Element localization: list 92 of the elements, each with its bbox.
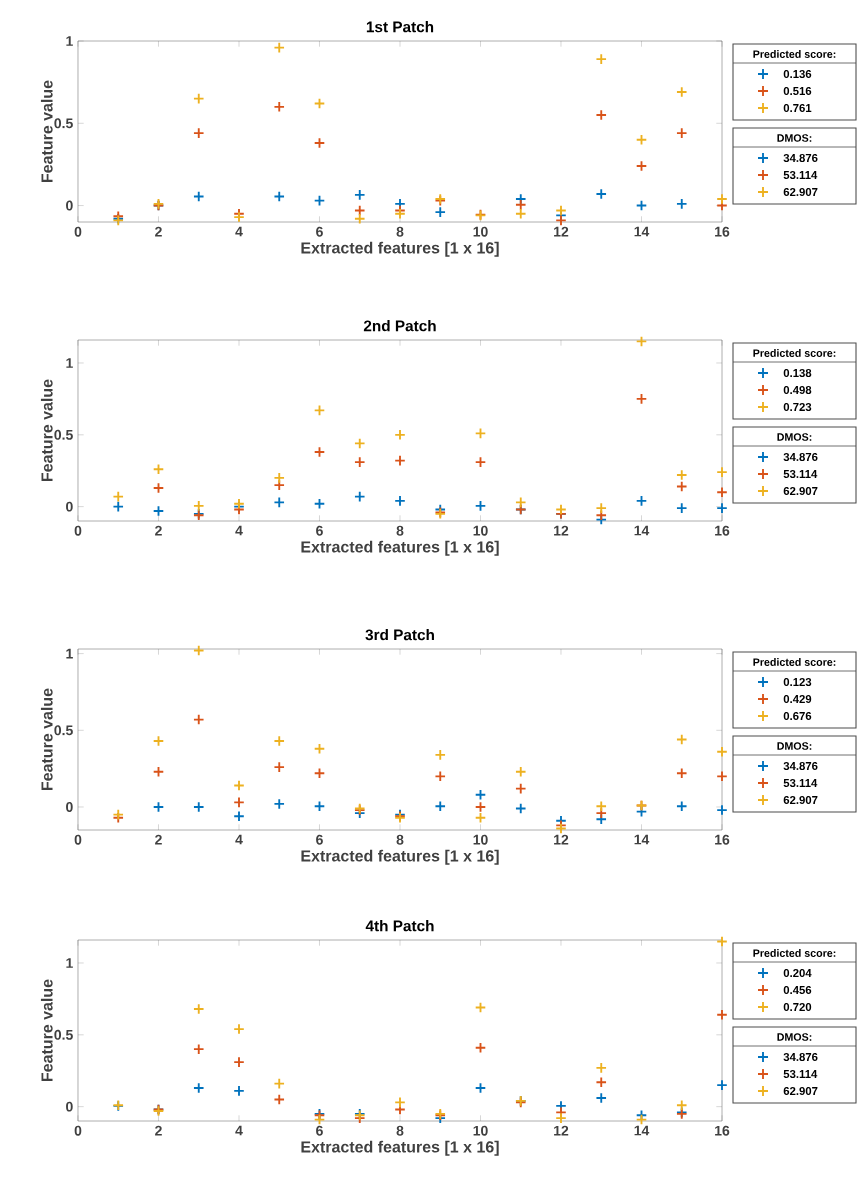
text: 34.876 [783, 1053, 818, 1062]
legend-label: 0.456 [783, 986, 812, 995]
x-tick-label: 4 [235, 1125, 243, 1136]
text: DMOS: [777, 134, 812, 142]
legend-label: 0.204 [783, 969, 812, 978]
chart-title: 2nd Patch [363, 320, 436, 332]
x-tick-label: 2 [155, 1125, 162, 1136]
y-tick-label: 0.5 [54, 118, 73, 129]
x-tick-label: 8 [396, 1125, 404, 1136]
y-axis-title: Feature value [40, 688, 53, 791]
x-tick-label: 4 [235, 226, 243, 237]
legend-title: Predicted score: [753, 50, 836, 58]
x-tick-label: 10 [473, 834, 488, 845]
y-axis-title: Feature value [40, 379, 53, 482]
y-axis-title: Feature value [40, 80, 53, 183]
x-tick-label: 10 [473, 1125, 488, 1136]
legend-label: 0.761 [783, 104, 812, 113]
y-tick-label: 1 [66, 358, 73, 368]
y-tick-label: 1 [66, 958, 73, 968]
text: 34.876 [783, 762, 818, 771]
text: 53.114 [783, 170, 818, 180]
text: 53.114 [783, 1070, 818, 1079]
x-tick-label: 0 [74, 834, 82, 845]
y-axis-title: Feature value [40, 979, 53, 1082]
x-tick-label: 14 [634, 226, 650, 237]
y-tick-label: 0 [66, 802, 73, 812]
x-tick-label: 14 [634, 1125, 650, 1136]
x-tick-label: 10 [473, 226, 488, 237]
legend-label: 0.429 [783, 695, 812, 704]
legend-title: Predicted score: [753, 349, 836, 357]
y-tick-label: 0 [66, 200, 73, 211]
legend-label: 0.516 [783, 87, 812, 96]
chart-title: 1st Patch [366, 21, 434, 33]
x-axis-title: Extracted features [1 x 16] [301, 1140, 499, 1156]
x-tick-label: 6 [316, 226, 323, 237]
x-tick-label: 8 [396, 834, 404, 845]
x-tick-label: 12 [554, 834, 569, 845]
x-tick-label: 16 [715, 226, 730, 237]
y-tick-label: 0 [66, 1101, 73, 1112]
legend-label: 0.123 [783, 678, 812, 687]
x-tick-label: 0 [74, 525, 82, 536]
x-tick-label: 0 [74, 226, 82, 237]
x-tick-label: 16 [715, 1125, 730, 1136]
legend-label: 0.720 [783, 1003, 812, 1012]
legend-label: 0.676 [783, 712, 812, 721]
chart-title: 4th Patch [365, 920, 434, 932]
x-tick-label: 14 [634, 834, 650, 845]
x-axis-title: Extracted features [1 x 16] [301, 540, 499, 556]
text: 62.907 [783, 487, 818, 496]
legend-label: 0.138 [783, 368, 812, 378]
x-tick-label: 16 [715, 834, 730, 845]
y-tick-label: 0.5 [54, 1029, 73, 1040]
legend-title: Predicted score: [753, 658, 836, 666]
x-tick-label: 4 [235, 525, 243, 536]
x-axis-title: Extracted features [1 x 16] [301, 849, 499, 865]
x-tick-label: 4 [235, 834, 243, 845]
text: 62.907 [783, 188, 818, 197]
x-tick-label: 2 [155, 226, 162, 237]
x-tick-label: 6 [316, 525, 323, 536]
x-tick-label: 2 [155, 525, 162, 536]
y-tick-label: 1 [66, 36, 73, 46]
x-tick-label: 14 [634, 525, 650, 536]
x-tick-label: 2 [155, 834, 162, 845]
x-tick-label: 12 [554, 525, 569, 536]
legend-label: 0.136 [783, 69, 812, 79]
legend-title: Predicted score: [753, 949, 836, 957]
text: 53.114 [783, 469, 818, 479]
text: DMOS: [777, 433, 812, 441]
text: 34.876 [783, 452, 818, 462]
text: 62.907 [783, 796, 818, 805]
x-tick-label: 12 [554, 1125, 569, 1136]
x-axis-title: Extracted features [1 x 16] [301, 241, 499, 257]
text: 34.876 [783, 153, 818, 163]
x-tick-label: 16 [715, 525, 730, 536]
y-tick-label: 0.5 [54, 725, 73, 736]
legend-label: 0.723 [783, 402, 812, 412]
x-tick-label: 8 [396, 226, 404, 237]
legend-label: 0.498 [783, 386, 812, 395]
x-tick-label: 8 [396, 525, 404, 536]
x-tick-label: 0 [74, 1125, 82, 1136]
y-tick-label: 0.5 [54, 429, 73, 440]
text: DMOS: [777, 1033, 812, 1041]
x-tick-label: 6 [316, 1125, 323, 1136]
x-tick-label: 6 [316, 834, 323, 845]
y-tick-label: 0 [66, 501, 73, 512]
chart-title: 3rd Patch [365, 629, 434, 641]
text: DMOS: [777, 742, 812, 750]
y-tick-label: 1 [66, 648, 73, 659]
text: 62.907 [783, 1087, 818, 1096]
text: 53.114 [783, 779, 818, 788]
x-tick-label: 10 [473, 525, 488, 536]
x-tick-label: 12 [554, 226, 569, 237]
